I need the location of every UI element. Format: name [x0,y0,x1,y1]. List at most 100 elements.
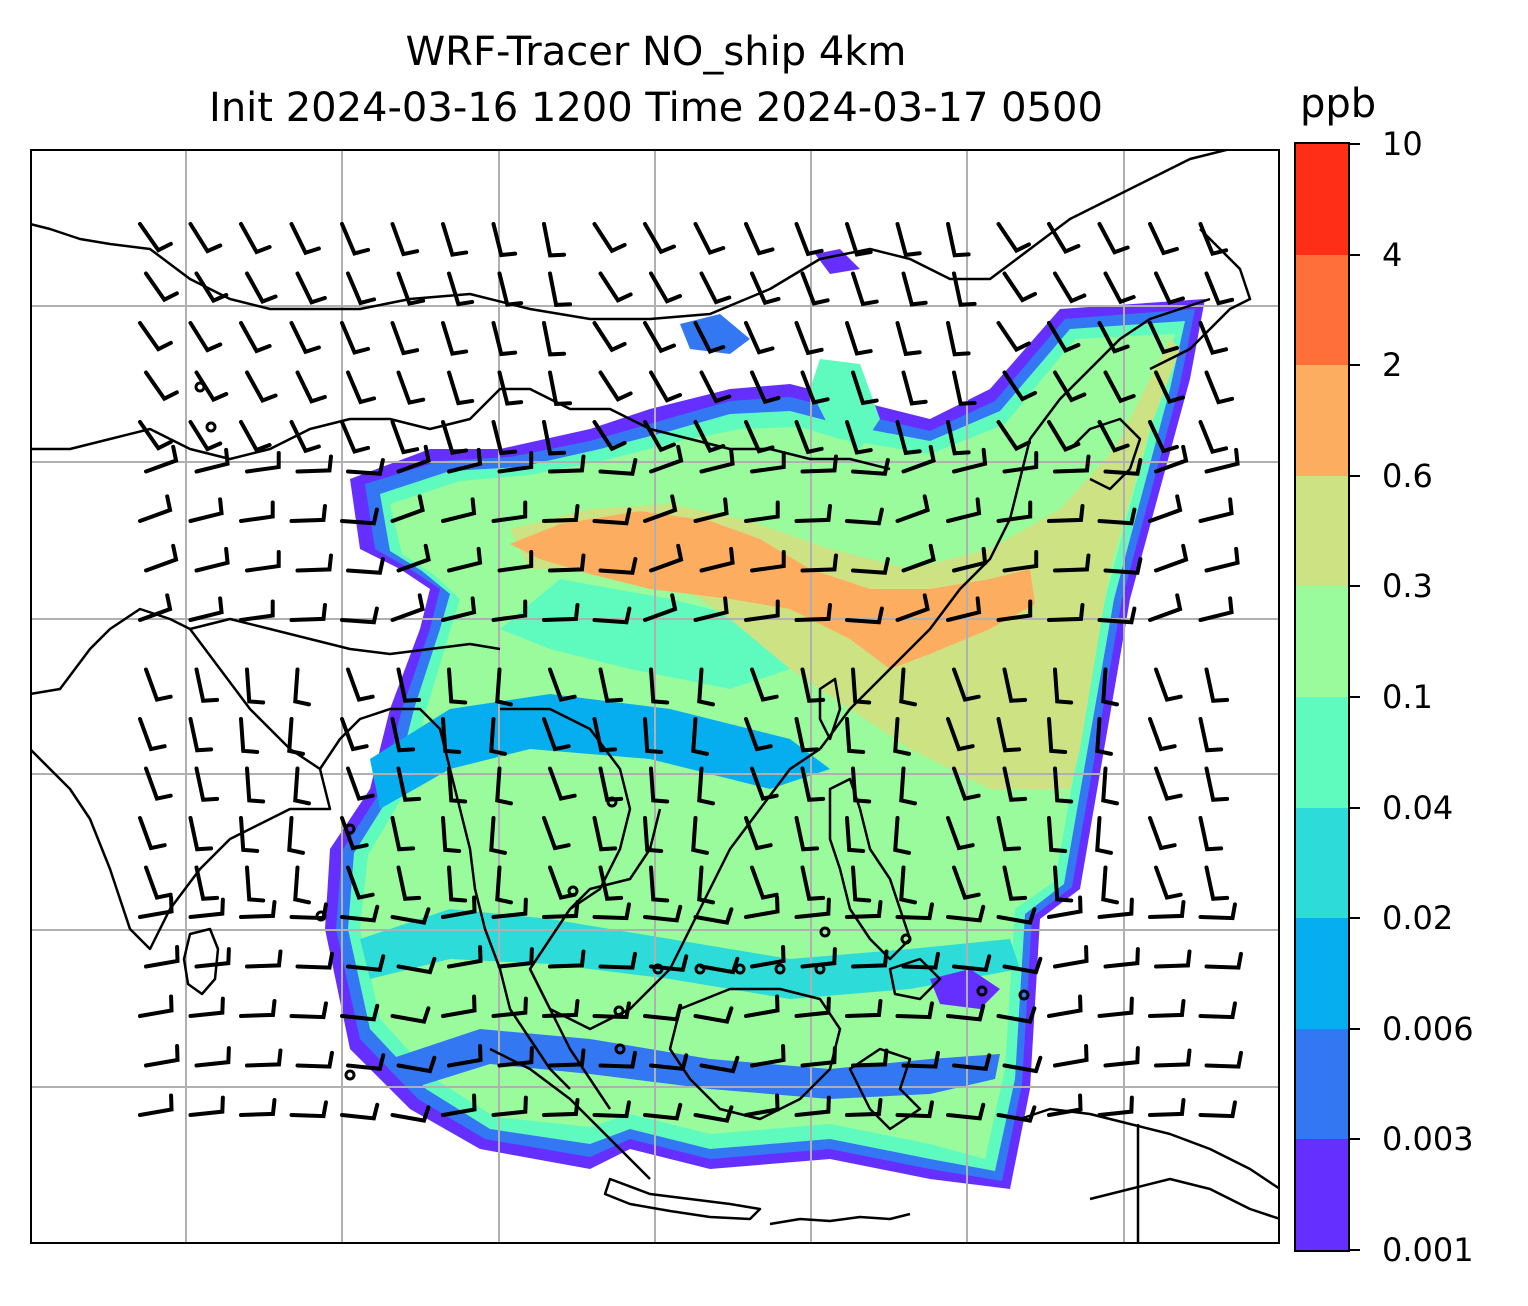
wind-barb [491,420,518,456]
wind-barb [1047,503,1085,523]
wind-barb [697,766,715,806]
wind-barb [1053,667,1074,705]
wind-barb [447,370,475,406]
wind-barb [293,667,311,707]
wind-barb [340,222,371,256]
wind-barb [1198,717,1224,753]
wind-barb [598,557,638,575]
tracer-high-band [510,339,1180,789]
wind-barb [194,865,220,901]
wind-barb [239,717,260,754]
wind-barb [542,816,571,851]
colorbar-tick-label: 0.003 [1382,1120,1474,1159]
wind-barb [441,420,469,455]
wind-barb [1097,507,1137,526]
map-title-line-2: Init 2024-03-16 1200 Time 2024-03-17 050… [209,85,1103,131]
wind-barb [390,321,420,356]
colorbar-tick-label: 0.001 [1382,1231,1474,1269]
wind-barb [194,1046,231,1068]
wind-barb [800,766,826,802]
wind-barb [245,370,278,403]
wind-barb [491,599,528,622]
wind-barb [491,897,528,919]
wind-barb [1198,596,1234,622]
wind-barb [340,717,369,752]
wind-barb [800,370,830,405]
wind-barb [845,998,883,1018]
wind-barb [952,865,981,900]
wind-barb [693,497,729,523]
wind-barb [188,222,223,254]
wind-barb [295,271,327,305]
colorbar-segment [1296,697,1348,808]
wind-barb [946,321,971,357]
wind-barb [693,596,729,622]
wind-barb [643,816,664,853]
wind-barb [497,271,524,307]
wind-barb [598,667,624,703]
wind-barb [194,271,229,304]
colorbar-segment [1296,254,1348,366]
wind-barb [1002,956,1043,975]
wind-barb [542,222,567,258]
wind-barb [289,222,321,256]
wind-barb [542,321,567,357]
colorbar-segment [1296,144,1348,255]
wind-barb [693,1006,734,1024]
coast-taiwan [818,677,842,741]
wind-barb [750,271,781,306]
wind-barb [1101,865,1119,905]
wind-barb [138,420,173,451]
wind-barb [287,816,305,855]
wind-barb [346,1053,386,1072]
wind-barb [1154,667,1183,702]
wind-barb [194,667,220,703]
wind-barb [845,606,884,625]
wind-barb [598,458,638,476]
wind-barb [245,667,266,705]
wind-barb [390,816,416,852]
wind-barb [340,1003,380,1022]
wind-barb [851,458,890,476]
wind-barb [495,667,513,707]
wind-barb [188,420,223,452]
wind-barb [295,370,327,404]
wind-barb [996,599,1033,622]
wind-barb [946,1003,986,1022]
wind-barb [744,895,780,919]
wind-barb [845,507,884,526]
wind-barb [295,951,334,970]
wind-barb [794,996,831,1018]
wind-barb [188,596,224,622]
wind-barb [1097,222,1130,255]
wind-barb [340,904,380,923]
wind-barb [996,420,1031,452]
wind-barb [592,606,632,625]
wind-barb [851,865,872,903]
wind-barb [447,766,468,804]
wind-barb [1103,557,1143,575]
wind-barb [346,271,377,306]
colorbar-tick-label: 0.6 [1382,456,1433,495]
colorbar-tick-label: 2 [1382,346,1403,385]
wind-barb [744,500,780,523]
wind-barb [548,271,573,307]
wind-barb [138,593,173,622]
wind-barb [1148,494,1183,523]
coastlines [30,149,1280,1244]
wind-barb [693,222,726,255]
wind-barb [295,553,333,573]
wind-barb [138,222,173,253]
wind-barb [895,321,922,357]
wind-barb [239,998,277,1018]
map-title-line-1: WRF-Tracer NO_ship 4km [405,29,907,75]
wind-barb [1047,717,1068,754]
wind-barb [188,717,214,753]
wind-barb [340,1102,380,1121]
wind-barb [548,667,577,702]
wind-barb [188,897,225,919]
wind-barb [800,553,838,573]
wind-barb [1053,454,1091,474]
wind-barb [800,1046,837,1068]
wind-barb [592,1100,631,1119]
